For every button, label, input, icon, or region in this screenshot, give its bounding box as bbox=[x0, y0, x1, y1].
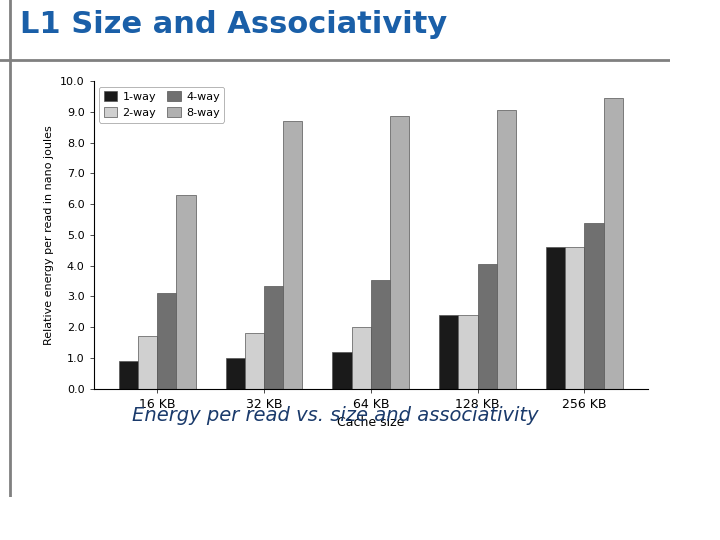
Text: MK: MK bbox=[25, 509, 55, 528]
Bar bbox=[119, 361, 138, 389]
Bar bbox=[390, 117, 409, 389]
Bar bbox=[157, 293, 176, 389]
Bar bbox=[546, 247, 565, 389]
Bar bbox=[603, 98, 623, 389]
Text: Energy per read vs. size and associativity: Energy per read vs. size and associativi… bbox=[132, 406, 538, 426]
Bar bbox=[264, 286, 283, 389]
Bar bbox=[585, 222, 603, 389]
Bar bbox=[225, 358, 245, 389]
Bar bbox=[283, 121, 302, 389]
Bar bbox=[333, 352, 351, 389]
Text: 30: 30 bbox=[606, 511, 626, 525]
Bar bbox=[459, 315, 477, 389]
Bar bbox=[439, 315, 459, 389]
Text: L1 Size and Associativity: L1 Size and Associativity bbox=[20, 10, 447, 39]
Bar bbox=[176, 195, 196, 389]
X-axis label: Cache size: Cache size bbox=[337, 416, 405, 429]
Bar bbox=[351, 327, 371, 389]
Bar bbox=[565, 247, 585, 389]
Text: MORGAN KAUFMANN: MORGAN KAUFMANN bbox=[12, 529, 69, 534]
Text: Advanced Optimizations: Advanced Optimizations bbox=[688, 163, 701, 334]
Bar bbox=[371, 280, 390, 389]
Bar bbox=[477, 264, 497, 389]
Bar bbox=[245, 333, 264, 389]
Y-axis label: Relative energy per read in nano joules: Relative energy per read in nano joules bbox=[45, 125, 55, 345]
Legend: 1-way, 2-way, 4-way, 8-way: 1-way, 2-way, 4-way, 8-way bbox=[99, 86, 225, 123]
Text: Copyright © 2019, Elsevier Inc. All rights Reserved: Copyright © 2019, Elsevier Inc. All righ… bbox=[193, 514, 477, 523]
Bar bbox=[138, 336, 157, 389]
Bar bbox=[497, 110, 516, 389]
